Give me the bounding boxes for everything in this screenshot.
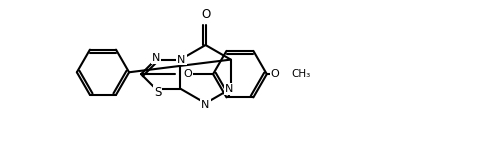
Text: O: O xyxy=(201,8,210,21)
Text: S: S xyxy=(154,86,161,99)
Text: N: N xyxy=(225,84,233,94)
Text: CH₃: CH₃ xyxy=(291,69,310,79)
Text: O: O xyxy=(183,69,192,79)
Text: N: N xyxy=(151,53,160,63)
Text: N: N xyxy=(201,100,210,110)
Text: O: O xyxy=(270,69,279,79)
Text: N: N xyxy=(177,55,186,65)
